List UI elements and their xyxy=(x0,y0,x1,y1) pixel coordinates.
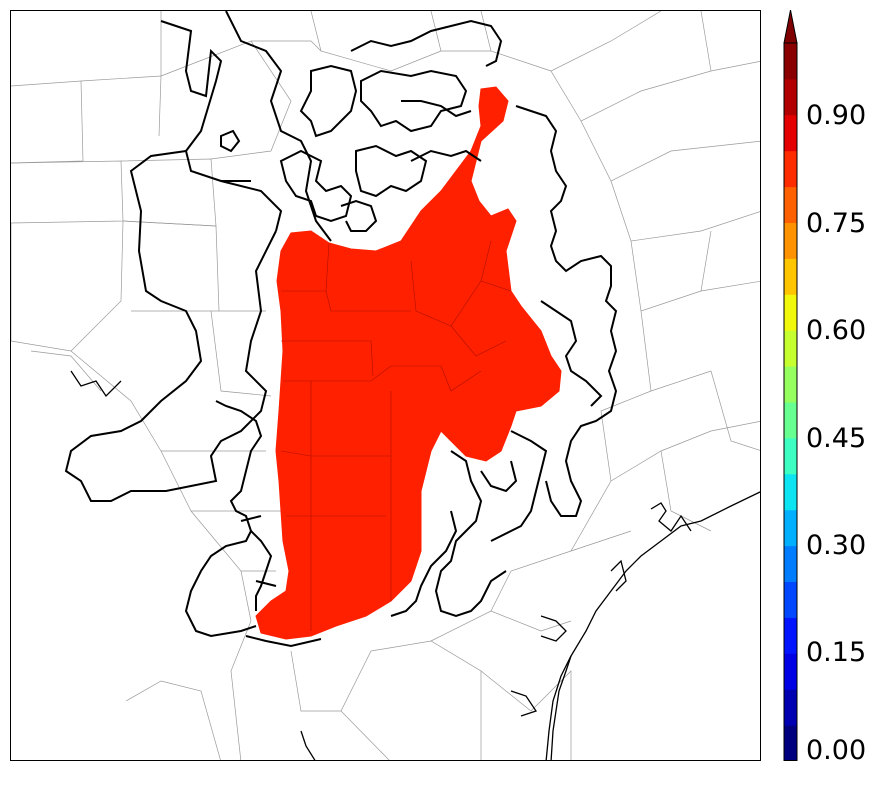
coastline xyxy=(70,370,760,760)
colorbar-segment xyxy=(784,186,797,223)
colorbar-segment xyxy=(784,150,797,188)
colorbar-segment xyxy=(784,330,797,367)
colorbar-segment xyxy=(784,114,797,152)
colorbar xyxy=(783,10,798,761)
colorbar-tick-label: 0.60 xyxy=(806,315,867,346)
colorbar-segment xyxy=(784,294,797,331)
colorbar-segment xyxy=(784,78,797,116)
colorbar-segment xyxy=(784,617,797,654)
colorbar-tick-label: 0.00 xyxy=(806,735,867,766)
colorbar-segment xyxy=(784,366,797,403)
colorbar-segment xyxy=(784,653,797,690)
colorbar-segment xyxy=(784,473,797,511)
probability-region xyxy=(255,86,562,640)
colorbar-segment xyxy=(784,437,797,475)
colorbar-segment xyxy=(784,689,797,726)
colorbar-tick-label: 0.45 xyxy=(806,423,867,454)
colorbar-segment xyxy=(784,545,797,582)
colorbar-segment xyxy=(784,402,797,439)
colorbar-segment xyxy=(784,725,797,761)
colorbar-segment xyxy=(784,509,797,547)
colorbar-segment xyxy=(784,581,797,618)
colorbar-segment xyxy=(784,258,797,295)
colorbar-segment xyxy=(784,43,797,80)
colorbar-tick-label: 0.90 xyxy=(806,100,867,131)
colorbar-extend-arrow xyxy=(783,10,798,44)
probability-map xyxy=(10,10,761,761)
colorbar-border xyxy=(783,42,798,761)
colorbar-segment xyxy=(784,222,797,259)
colorbar-tick-label: 0.75 xyxy=(806,208,867,239)
probability-contours xyxy=(64,11,618,648)
colorbar-tick-label: 0.15 xyxy=(806,637,867,668)
colorbar-tick-label: 0.30 xyxy=(806,530,867,561)
county-lines-over-region xyxy=(280,240,512,631)
